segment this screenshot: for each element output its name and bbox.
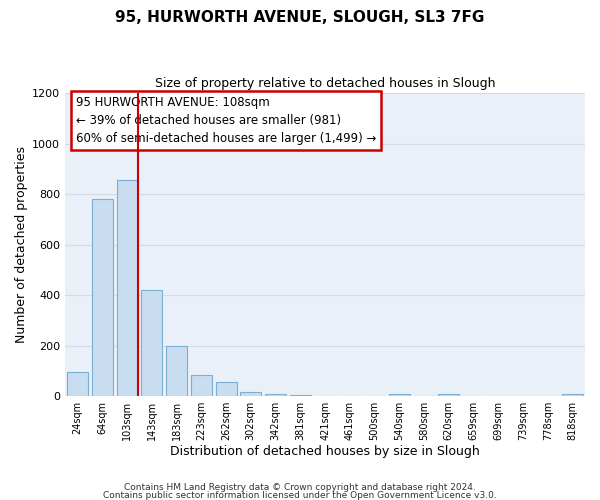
Bar (67, 372, 88, 396)
Title: Size of property relative to detached houses in Slough: Size of property relative to detached ho… (155, 78, 496, 90)
Text: 95 HURWORTH AVENUE: 108sqm
← 39% of detached houses are smaller (981)
60% of sem: 95 HURWORTH AVENUE: 108sqm ← 39% of deta… (76, 96, 376, 145)
Bar (562, 394, 583, 396)
Bar (389, 394, 410, 396)
Bar (215, 382, 236, 396)
Bar (240, 392, 262, 396)
Text: 95, HURWORTH AVENUE, SLOUGH, SL3 7FG: 95, HURWORTH AVENUE, SLOUGH, SL3 7FG (115, 10, 485, 25)
Bar (166, 346, 187, 396)
Y-axis label: Number of detached properties: Number of detached properties (15, 146, 28, 343)
Bar (92, 199, 113, 396)
X-axis label: Distribution of detached houses by size in Slough: Distribution of detached houses by size … (170, 444, 480, 458)
Bar (439, 394, 460, 396)
Bar (265, 394, 286, 396)
Bar (191, 374, 212, 396)
Bar (141, 290, 163, 396)
Bar (116, 180, 137, 396)
Text: Contains public sector information licensed under the Open Government Licence v3: Contains public sector information licen… (103, 490, 497, 500)
Text: Contains HM Land Registry data © Crown copyright and database right 2024.: Contains HM Land Registry data © Crown c… (124, 484, 476, 492)
